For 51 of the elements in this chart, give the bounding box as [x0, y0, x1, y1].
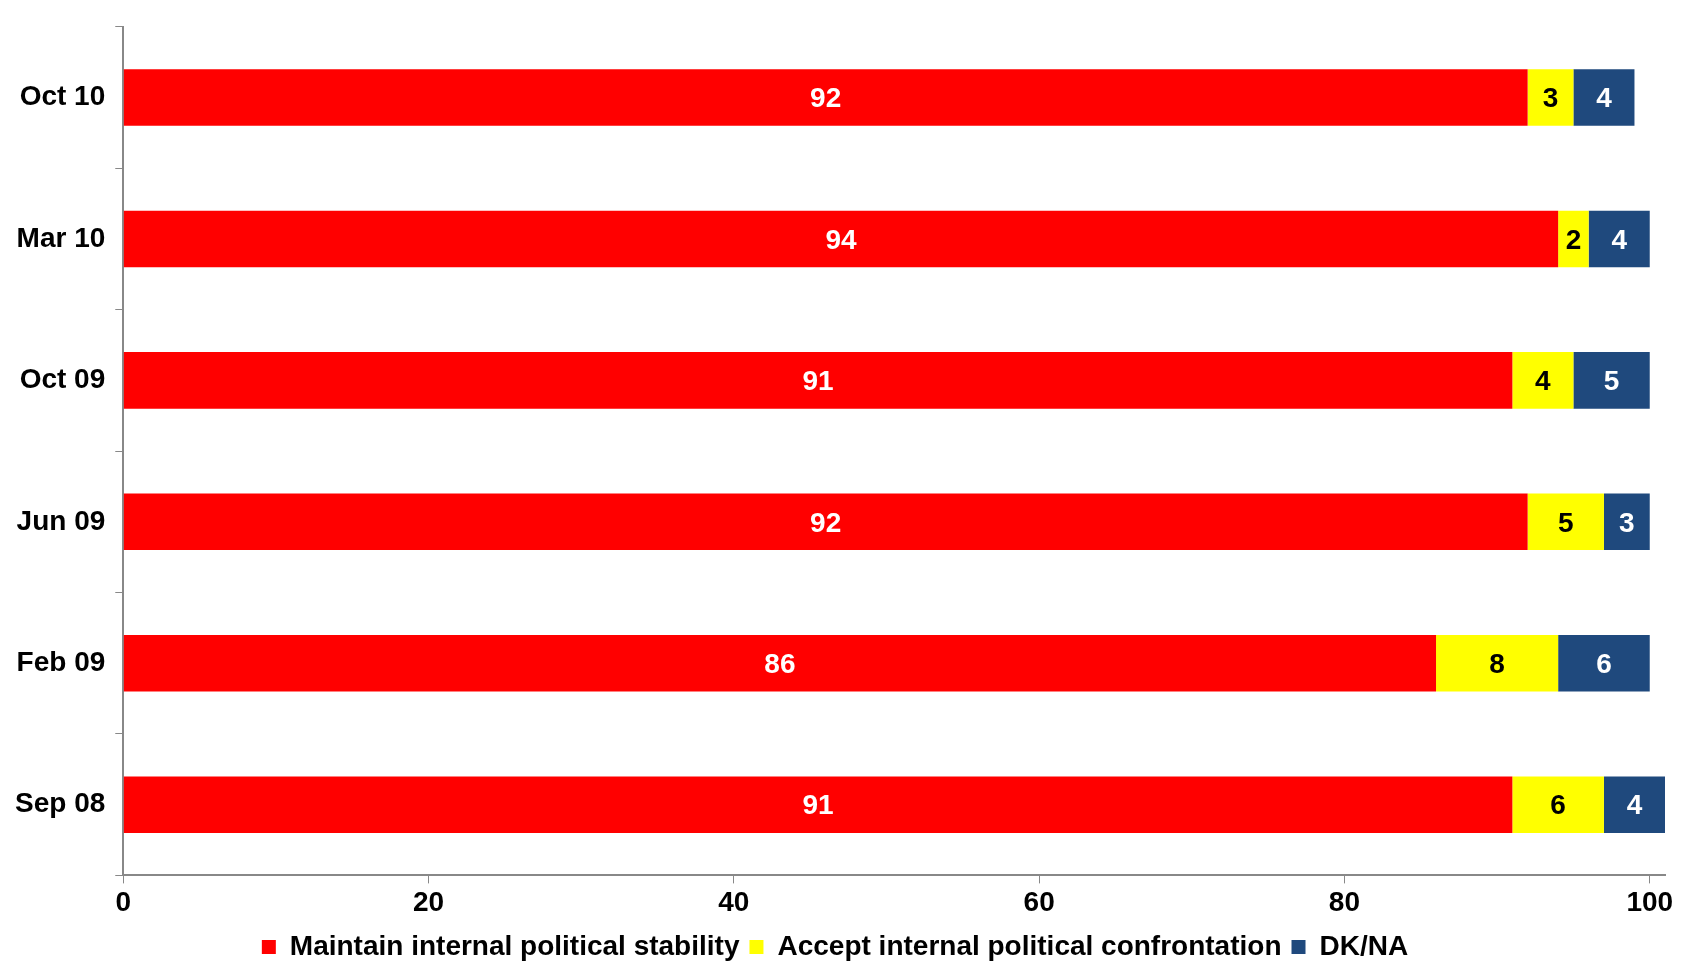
bar: [1527, 69, 1574, 126]
bar: [123, 634, 1437, 692]
x-tick-label: 0: [115, 885, 132, 917]
data-label: 94: [825, 223, 857, 255]
bar: [1527, 493, 1604, 551]
bar: [1512, 776, 1604, 833]
data-label: 8: [1489, 647, 1505, 679]
data-label: 91: [802, 365, 834, 397]
bar: [1558, 634, 1650, 692]
data-label: 4: [1535, 365, 1552, 397]
bar: [123, 493, 1528, 551]
data-label: 92: [810, 506, 842, 538]
data-label: 3: [1619, 506, 1635, 538]
y-tick-label: Sep 08: [14, 787, 106, 819]
x-tick-label: 60: [1023, 885, 1055, 917]
data-label: 91: [802, 789, 834, 821]
y-tick-label: Oct 09: [19, 363, 106, 395]
y-tick-label: Mar 10: [16, 221, 106, 253]
bar: [1558, 210, 1589, 268]
bar: [1436, 634, 1559, 692]
x-tick-label: 20: [412, 885, 445, 917]
x-tick-label: 80: [1328, 885, 1361, 917]
data-label: 86: [764, 647, 796, 679]
data-label: 6: [1596, 647, 1612, 679]
data-label: 92: [810, 82, 842, 114]
data-label: 4: [1626, 789, 1643, 821]
bar: [123, 776, 1513, 833]
data-label: 4: [1596, 82, 1613, 114]
bar: [1573, 69, 1635, 126]
data-label: 2: [1565, 223, 1582, 255]
bar: [123, 352, 1513, 409]
data-label: 6: [1550, 789, 1566, 821]
data-label: 4: [1611, 223, 1628, 255]
data-label: 5: [1557, 506, 1574, 538]
legend-label: Maintain internal political stability: [289, 929, 740, 961]
bar: [1573, 352, 1650, 409]
bar: [123, 69, 1528, 126]
bar: [1588, 210, 1650, 268]
data-label: 5: [1603, 365, 1620, 397]
bar: [1603, 776, 1665, 833]
x-tick-label: 100: [1626, 885, 1674, 917]
legend-label: Accept internal political confrontation: [777, 929, 1282, 961]
y-tick-label: Jun 09: [16, 504, 106, 536]
bar: [123, 210, 1559, 268]
data-label: 3: [1542, 82, 1559, 114]
bar: [1603, 493, 1650, 551]
x-tick-label: 40: [718, 885, 750, 917]
y-tick-label: Feb 09: [16, 645, 106, 677]
bar: [1512, 352, 1574, 409]
y-tick-label: Oct 10: [19, 80, 106, 112]
legend-label: DK/NA: [1319, 929, 1409, 961]
